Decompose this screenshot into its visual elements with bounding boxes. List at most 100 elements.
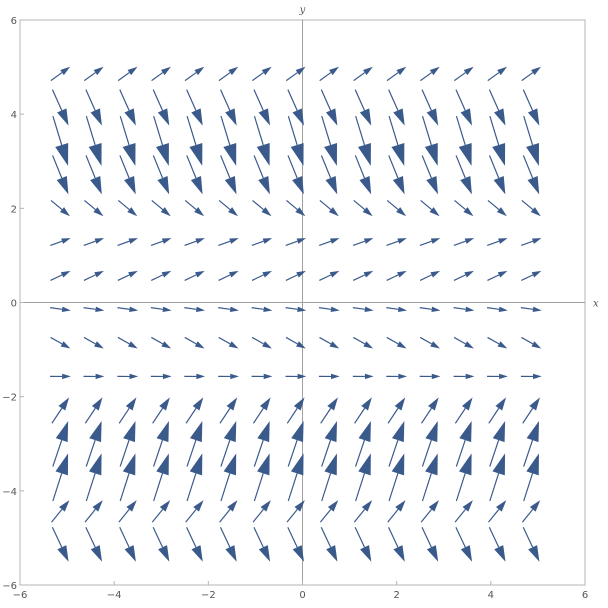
arrow-shaft bbox=[184, 240, 197, 246]
arrow-head bbox=[428, 500, 440, 512]
vector-arrow bbox=[117, 199, 138, 217]
arrow-head bbox=[194, 207, 205, 217]
vector-arrow bbox=[184, 336, 205, 349]
arrow-head bbox=[396, 66, 407, 76]
vector-arrow bbox=[285, 66, 306, 82]
arrow-head bbox=[258, 108, 271, 126]
arrow-head bbox=[193, 500, 204, 512]
arrow-head bbox=[292, 545, 305, 562]
arrow-head bbox=[327, 500, 339, 512]
arrow-head bbox=[364, 373, 374, 380]
arrow-head bbox=[329, 341, 340, 349]
arrow-head bbox=[528, 545, 540, 562]
arrow-head bbox=[497, 341, 508, 349]
arrow-shaft bbox=[218, 199, 231, 211]
vector-arrow bbox=[117, 66, 138, 82]
vector-arrow bbox=[520, 238, 542, 246]
arrow-head bbox=[293, 397, 305, 411]
arrow-shaft bbox=[388, 526, 399, 548]
vector-arrow bbox=[453, 66, 474, 82]
arrow-head bbox=[532, 306, 542, 313]
vector-arrow bbox=[454, 397, 473, 424]
vector-arrow bbox=[151, 500, 171, 523]
vector-arrow bbox=[150, 270, 172, 282]
arrow-head bbox=[526, 420, 540, 443]
vector-arrow bbox=[119, 526, 136, 562]
vector-arrow bbox=[118, 397, 137, 424]
vector-arrow bbox=[421, 115, 438, 166]
vector-arrow bbox=[253, 115, 270, 166]
arrow-shaft bbox=[319, 72, 332, 82]
vector-arrow bbox=[84, 500, 103, 523]
vector-arrow bbox=[421, 155, 439, 195]
arrow-shaft bbox=[453, 240, 466, 246]
arrow-head bbox=[196, 373, 206, 380]
arrow-head bbox=[260, 397, 271, 411]
arrow-head bbox=[292, 108, 304, 126]
arrow-shaft bbox=[419, 307, 432, 310]
arrow-head bbox=[498, 238, 508, 244]
arrow-head bbox=[59, 500, 70, 512]
arrow-head bbox=[294, 500, 305, 512]
x-axis-label: x bbox=[593, 299, 599, 310]
arrow-head bbox=[364, 306, 374, 313]
arrow-shaft bbox=[220, 115, 231, 146]
arrow-head bbox=[397, 306, 408, 313]
arrow-head bbox=[155, 143, 169, 166]
x-tick-label: −4 bbox=[107, 590, 122, 601]
vector-arrow bbox=[421, 526, 439, 562]
vector-arrow bbox=[151, 336, 172, 349]
vector-arrow bbox=[184, 373, 206, 380]
arrow-head bbox=[459, 453, 472, 476]
arrow-head bbox=[497, 270, 508, 278]
vector-arrow bbox=[251, 270, 273, 282]
arrow-head bbox=[297, 373, 307, 380]
arrow-head bbox=[94, 238, 105, 244]
arrow-shaft bbox=[420, 199, 432, 211]
vector-arrow bbox=[117, 336, 138, 349]
arrow-head bbox=[160, 207, 171, 217]
vector-arrow bbox=[421, 420, 438, 467]
arrow-head bbox=[494, 545, 506, 562]
vector-arrow bbox=[51, 526, 69, 562]
arrow-head bbox=[258, 545, 271, 562]
arrow-head bbox=[295, 207, 306, 217]
arrow-shaft bbox=[252, 508, 264, 523]
arrow-shaft bbox=[184, 199, 197, 211]
arrow-shaft bbox=[454, 199, 466, 211]
vector-arrow bbox=[453, 373, 475, 380]
arrow-shaft bbox=[151, 508, 164, 523]
vector-arrow bbox=[219, 397, 238, 424]
arrow-head bbox=[460, 545, 473, 562]
arrow-shaft bbox=[52, 473, 63, 502]
arrow-shaft bbox=[153, 115, 164, 146]
arrow-shaft bbox=[353, 199, 366, 211]
vector-arrow bbox=[523, 115, 540, 166]
vector-arrow bbox=[117, 238, 138, 246]
arrow-head bbox=[60, 341, 71, 349]
arrow-shaft bbox=[521, 72, 534, 82]
arrow-head bbox=[295, 66, 306, 76]
arrow-shaft bbox=[287, 155, 298, 179]
vector-arrow bbox=[153, 420, 169, 467]
arrow-head bbox=[429, 207, 440, 217]
vector-arrow bbox=[353, 500, 373, 523]
vector-arrow bbox=[85, 453, 102, 502]
vector-arrow bbox=[83, 336, 104, 349]
vector-arrow bbox=[355, 115, 371, 166]
arrow-head bbox=[493, 175, 506, 195]
arrow-head bbox=[429, 66, 440, 76]
vector-arrow bbox=[319, 270, 340, 282]
vector-arrow bbox=[386, 238, 407, 246]
arrow-head bbox=[431, 373, 441, 380]
arrow-head bbox=[290, 143, 304, 166]
arrow-head bbox=[223, 453, 237, 476]
vector-arrow bbox=[218, 270, 239, 282]
vector-arrow bbox=[318, 373, 340, 380]
arrow-shaft bbox=[287, 473, 298, 502]
arrow-shaft bbox=[218, 336, 231, 345]
arrow-shaft bbox=[523, 439, 534, 467]
arrow-head bbox=[463, 66, 474, 76]
arrow-shaft bbox=[320, 155, 332, 179]
arrow-shaft bbox=[186, 115, 197, 146]
